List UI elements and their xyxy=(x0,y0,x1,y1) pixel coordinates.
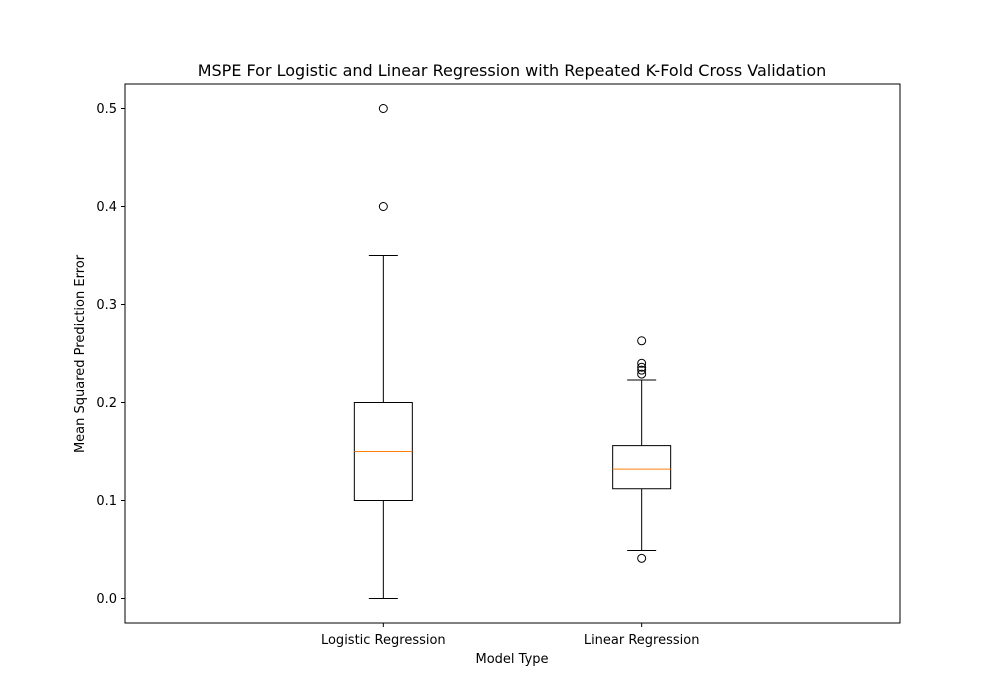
y-tick-label: 0.1 xyxy=(96,494,117,509)
x-tick-label: Logistic Regression xyxy=(321,633,446,648)
y-tick-label: 0.5 xyxy=(96,102,117,117)
chart-title: MSPE For Logistic and Linear Regression … xyxy=(198,61,827,80)
iqr-box xyxy=(612,445,672,490)
y-tick-label: 0.4 xyxy=(96,200,117,215)
y-axis: 0.0 0.1 0.2 0.3 0.4 0.5 xyxy=(96,102,125,607)
outlier-point xyxy=(637,336,647,346)
x-axis-label: Model Type xyxy=(475,652,548,667)
x-tick-label: Linear Regression xyxy=(584,633,700,648)
outlier-point xyxy=(378,104,388,113)
plot-area xyxy=(124,83,901,624)
y-axis-label: Mean Squared Prediction Error xyxy=(73,254,88,453)
y-tick-label: 0.0 xyxy=(96,592,117,607)
y-tick-label: 0.3 xyxy=(96,298,117,313)
y-tick-label: 0.2 xyxy=(96,396,117,411)
outlier-point xyxy=(637,358,647,368)
outlier-point xyxy=(637,365,647,375)
box-group xyxy=(612,336,672,563)
outlier-point xyxy=(637,362,647,372)
outlier-point xyxy=(637,553,647,563)
box-group xyxy=(353,104,413,599)
outlier-point xyxy=(637,369,647,379)
box-series xyxy=(353,104,672,599)
x-axis: Logistic Regression Linear Regression xyxy=(321,623,700,648)
outlier-point xyxy=(378,202,388,211)
